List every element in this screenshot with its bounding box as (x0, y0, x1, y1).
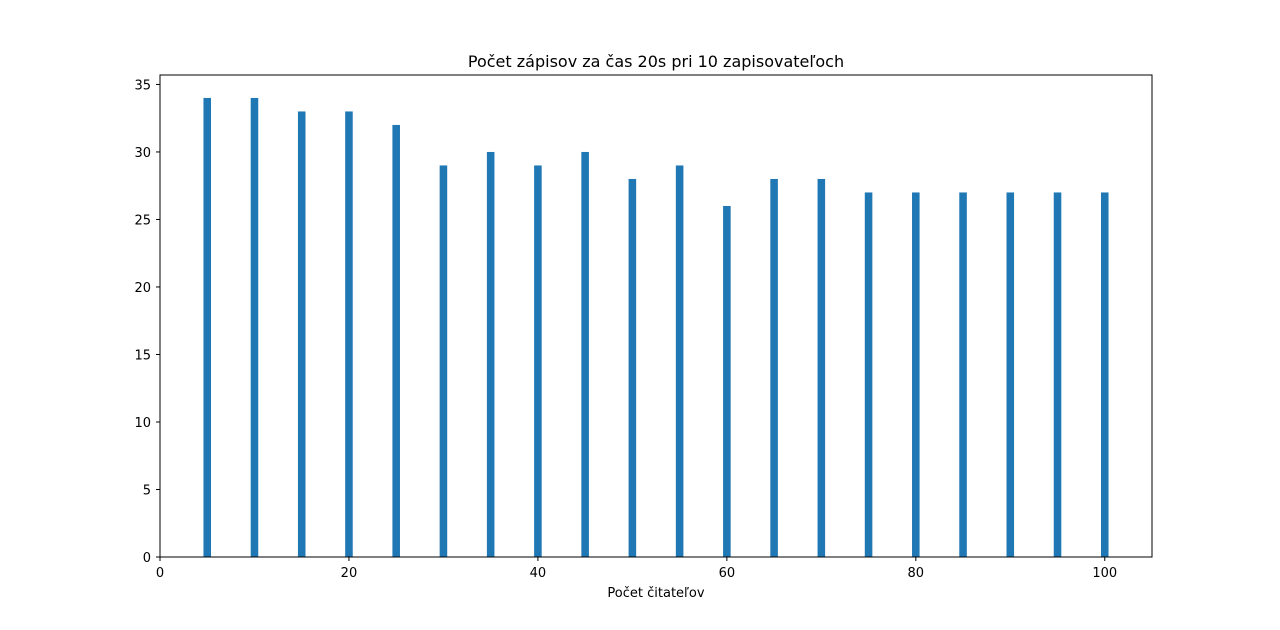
y-tick-label: 0 (143, 551, 151, 566)
y-tick-label: 15 (134, 348, 151, 363)
y-tick-label: 5 (143, 483, 151, 498)
y-tick-label: 25 (134, 213, 151, 228)
bar-65 (770, 178, 778, 557)
y-axis-ticks: 0 5 10 15 20 25 30 35 (134, 78, 160, 566)
bar-90 (1006, 192, 1015, 557)
bar-20 (345, 111, 353, 557)
y-tick-label: 20 (134, 281, 151, 296)
bars-group (203, 97, 1109, 557)
x-tick-label: 60 (719, 566, 736, 581)
bar-15 (297, 111, 306, 557)
bar-10 (250, 97, 259, 557)
y-tick-label: 10 (134, 416, 151, 431)
bar-75 (864, 192, 873, 557)
bar-70 (817, 178, 826, 557)
x-tick-label: 20 (341, 566, 358, 581)
x-axis-label: Počet čitateľov (607, 586, 704, 601)
bar-100 (1100, 192, 1109, 557)
x-tick-label: 40 (530, 566, 547, 581)
bar-60 (723, 205, 731, 557)
bar-40 (534, 165, 542, 557)
bar-55 (675, 165, 684, 557)
y-tick-label: 35 (134, 78, 151, 93)
x-axis-ticks: 0 20 40 60 80 100 (156, 557, 1117, 581)
bar-80 (912, 192, 920, 557)
bar-30 (439, 165, 448, 557)
x-tick-label: 0 (156, 566, 164, 581)
x-tick-label: 100 (1092, 566, 1117, 581)
bar-50 (628, 178, 637, 557)
bar-95 (1053, 192, 1062, 557)
y-tick-label: 30 (134, 146, 151, 161)
plot-frame (159, 74, 1153, 558)
bar-25 (392, 124, 400, 557)
bar-35 (486, 151, 495, 557)
bar-45 (581, 151, 589, 557)
bar-85 (959, 192, 967, 557)
chart-title: Počet zápisov za čas 20s pri 10 zapisova… (468, 52, 844, 71)
x-tick-label: 80 (908, 566, 925, 581)
bar-5 (203, 97, 212, 557)
